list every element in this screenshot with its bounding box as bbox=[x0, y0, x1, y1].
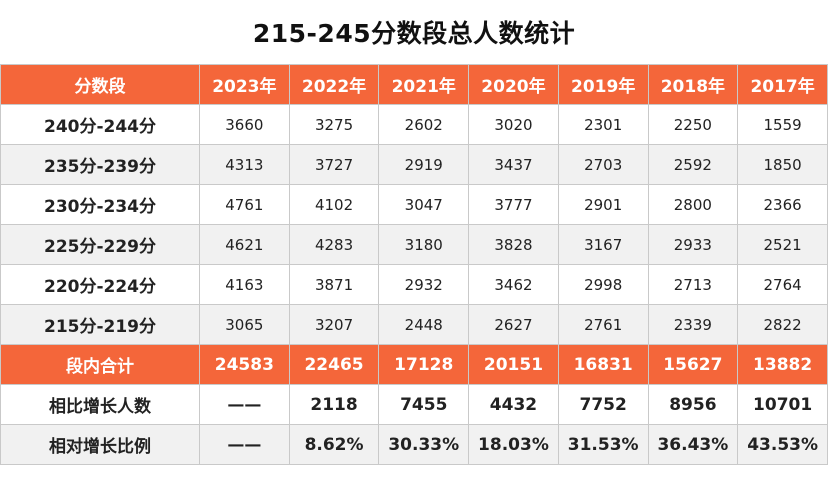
table-cell: 4761 bbox=[199, 184, 290, 225]
table-cell: 4163 bbox=[199, 264, 290, 305]
header-cell-2020: 2020年 bbox=[468, 64, 559, 105]
table-row: 230分-234分 4761 4102 3047 3777 2901 2800 … bbox=[0, 184, 828, 225]
table-cell: 2998 bbox=[557, 264, 649, 305]
growth-ratio-cell: —— bbox=[199, 424, 290, 465]
header-cell-range: 分数段 bbox=[0, 64, 200, 105]
table-cell: 3777 bbox=[468, 184, 559, 225]
table-cell: 2448 bbox=[378, 304, 470, 345]
growth-count-label: 相比增长人数 bbox=[0, 384, 200, 425]
total-cell: 16831 bbox=[557, 344, 649, 385]
header-cell-2018: 2018年 bbox=[647, 64, 739, 105]
table-cell: 2339 bbox=[647, 304, 739, 345]
table-cell: 2592 bbox=[647, 144, 739, 185]
table-cell: 2250 bbox=[647, 104, 739, 145]
total-row: 段内合计 24583 22465 17128 20151 16831 15627… bbox=[0, 344, 828, 385]
growth-ratio-label: 相对增长比例 bbox=[0, 424, 200, 465]
table-cell: 2521 bbox=[737, 224, 828, 265]
header-cell-2019: 2019年 bbox=[557, 64, 649, 105]
row-label: 240分-244分 bbox=[0, 104, 200, 145]
growth-ratio-cell: 43.53% bbox=[737, 424, 828, 465]
growth-count-cell: 4432 bbox=[468, 384, 559, 425]
table-cell: 3180 bbox=[378, 224, 470, 265]
table-cell: 2932 bbox=[378, 264, 470, 305]
growth-count-row: 相比增长人数 —— 2118 7455 4432 7752 8956 10701 bbox=[0, 384, 828, 425]
growth-count-cell: 8956 bbox=[647, 384, 739, 425]
growth-count-cell: 10701 bbox=[737, 384, 828, 425]
table-cell: 2800 bbox=[647, 184, 739, 225]
header-cell-2017: 2017年 bbox=[737, 64, 828, 105]
table-cell: 4283 bbox=[288, 224, 380, 265]
table-cell: 2933 bbox=[647, 224, 739, 265]
table-cell: 2761 bbox=[557, 304, 649, 345]
row-label: 230分-234分 bbox=[0, 184, 200, 225]
table-cell: 1559 bbox=[737, 104, 828, 145]
table-cell: 3207 bbox=[288, 304, 380, 345]
growth-ratio-cell: 8.62% bbox=[288, 424, 380, 465]
table-cell: 2366 bbox=[737, 184, 828, 225]
table-cell: 3275 bbox=[288, 104, 380, 145]
total-cell: 15627 bbox=[647, 344, 739, 385]
table-cell: 1850 bbox=[737, 144, 828, 185]
table-cell: 3020 bbox=[468, 104, 559, 145]
table-cell: 2713 bbox=[647, 264, 739, 305]
row-label: 220分-224分 bbox=[0, 264, 200, 305]
growth-ratio-cell: 30.33% bbox=[378, 424, 470, 465]
growth-count-cell: 7455 bbox=[378, 384, 470, 425]
total-cell: 20151 bbox=[468, 344, 559, 385]
header-cell-2022: 2022年 bbox=[288, 64, 380, 105]
table-cell: 2822 bbox=[737, 304, 828, 345]
table-cell: 2919 bbox=[378, 144, 470, 185]
score-table: 分数段 2023年 2022年 2021年 2020年 2019年 2018年 … bbox=[0, 64, 828, 465]
header-row: 分数段 2023年 2022年 2021年 2020年 2019年 2018年 … bbox=[0, 64, 828, 105]
total-cell: 22465 bbox=[288, 344, 380, 385]
total-label: 段内合计 bbox=[0, 344, 200, 385]
table-cell: 3065 bbox=[199, 304, 290, 345]
row-label: 225分-229分 bbox=[0, 224, 200, 265]
table-cell: 3047 bbox=[378, 184, 470, 225]
total-cell: 17128 bbox=[378, 344, 470, 385]
header-cell-2021: 2021年 bbox=[378, 64, 470, 105]
growth-ratio-cell: 18.03% bbox=[468, 424, 559, 465]
growth-ratio-cell: 31.53% bbox=[557, 424, 649, 465]
table-row: 225分-229分 4621 4283 3180 3828 3167 2933 … bbox=[0, 224, 828, 265]
table-cell: 3462 bbox=[468, 264, 559, 305]
table-row: 235分-239分 4313 3727 2919 3437 2703 2592 … bbox=[0, 144, 828, 185]
table-cell: 2602 bbox=[378, 104, 470, 145]
table-cell: 2627 bbox=[468, 304, 559, 345]
total-cell: 24583 bbox=[199, 344, 290, 385]
total-cell: 13882 bbox=[737, 344, 828, 385]
table-row: 220分-224分 4163 3871 2932 3462 2998 2713 … bbox=[0, 264, 828, 305]
table-cell: 3828 bbox=[468, 224, 559, 265]
table-row: 240分-244分 3660 3275 2602 3020 2301 2250 … bbox=[0, 104, 828, 145]
table-cell: 2703 bbox=[557, 144, 649, 185]
table-cell: 2901 bbox=[557, 184, 649, 225]
table-cell: 4621 bbox=[199, 224, 290, 265]
row-label: 235分-239分 bbox=[0, 144, 200, 185]
table-cell: 2764 bbox=[737, 264, 828, 305]
row-label: 215分-219分 bbox=[0, 304, 200, 345]
table-cell: 4313 bbox=[199, 144, 290, 185]
table-cell: 3437 bbox=[468, 144, 559, 185]
growth-ratio-cell: 36.43% bbox=[647, 424, 739, 465]
table-cell: 3727 bbox=[288, 144, 380, 185]
table-cell: 3660 bbox=[199, 104, 290, 145]
table-cell: 3871 bbox=[288, 264, 380, 305]
table-cell: 2301 bbox=[557, 104, 649, 145]
table-cell: 3167 bbox=[557, 224, 649, 265]
page-title: 215-245分数段总人数统计 bbox=[252, 19, 576, 48]
table-row: 215分-219分 3065 3207 2448 2627 2761 2339 … bbox=[0, 304, 828, 345]
header-cell-2023: 2023年 bbox=[199, 64, 290, 105]
growth-count-cell: —— bbox=[199, 384, 290, 425]
table-cell: 4102 bbox=[288, 184, 380, 225]
growth-count-cell: 7752 bbox=[557, 384, 649, 425]
growth-ratio-row: 相对增长比例 —— 8.62% 30.33% 18.03% 31.53% 36.… bbox=[0, 424, 828, 465]
growth-count-cell: 2118 bbox=[288, 384, 380, 425]
